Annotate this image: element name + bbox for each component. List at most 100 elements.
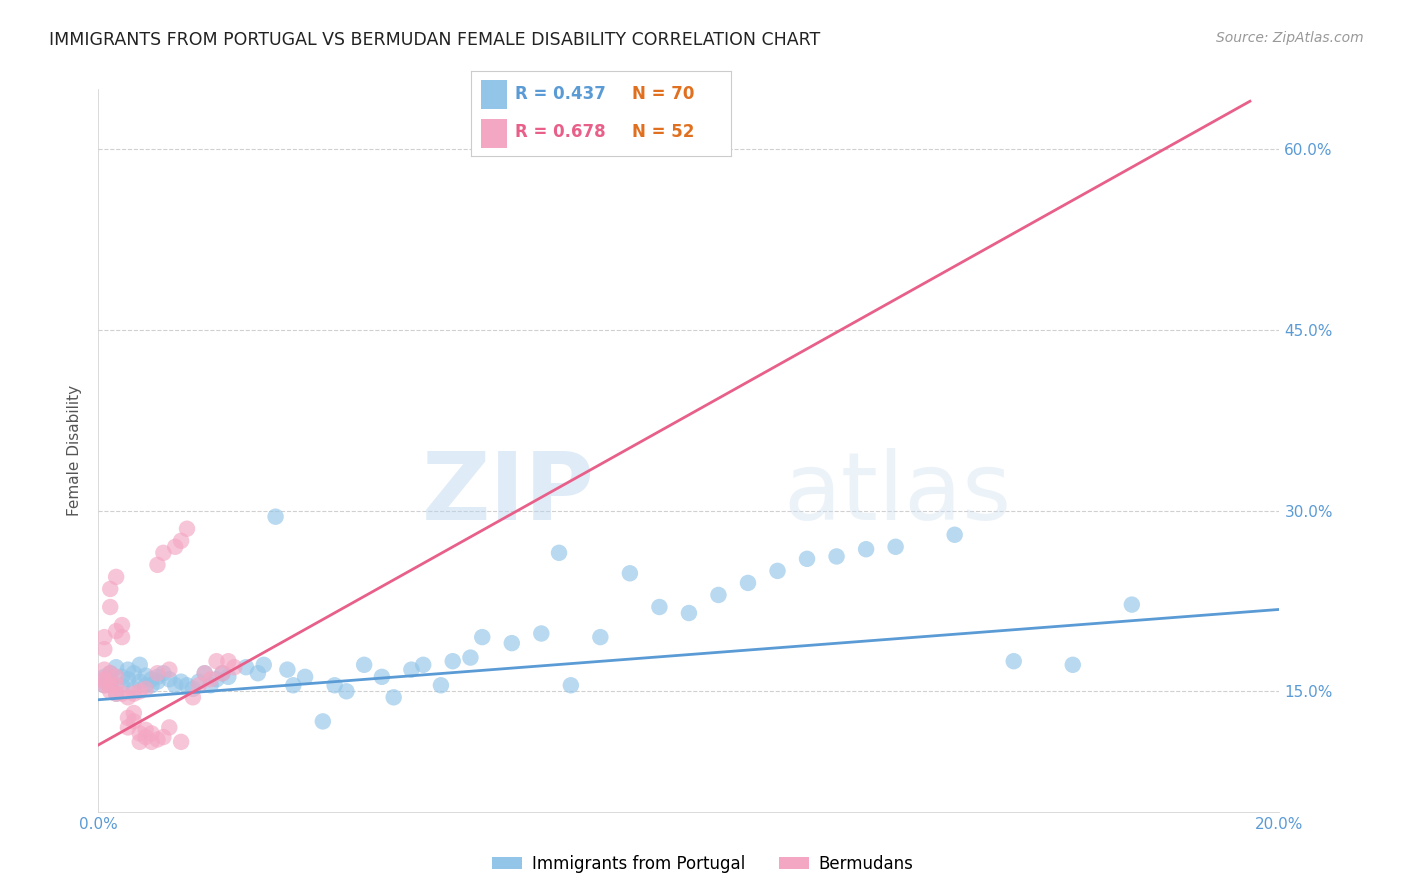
Point	[825, 549, 848, 564]
Text: R = 0.437: R = 0.437	[515, 86, 606, 103]
Point	[117, 690, 139, 705]
Point	[135, 723, 157, 737]
Point	[105, 687, 128, 701]
Legend: Immigrants from Portugal, Bermudans: Immigrants from Portugal, Bermudans	[485, 848, 921, 880]
Point	[1002, 654, 1025, 668]
Point	[737, 576, 759, 591]
Point	[1062, 657, 1084, 672]
Point	[211, 666, 233, 681]
Point	[105, 670, 128, 684]
Point	[200, 673, 222, 687]
Point	[194, 666, 217, 681]
Point	[111, 670, 134, 684]
Text: Source: ZipAtlas.com: Source: ZipAtlas.com	[1216, 31, 1364, 45]
Point	[128, 684, 150, 698]
Point	[335, 684, 357, 698]
Point	[117, 663, 139, 677]
Y-axis label: Female Disability: Female Disability	[67, 384, 83, 516]
Point	[117, 711, 139, 725]
Point	[105, 687, 128, 701]
Point	[548, 546, 571, 560]
Point	[98, 674, 121, 689]
Point	[382, 690, 405, 705]
Point	[105, 660, 128, 674]
Point	[135, 678, 157, 692]
Point	[152, 666, 174, 681]
Point	[128, 674, 150, 689]
Point	[530, 626, 553, 640]
Point	[128, 726, 150, 740]
Point	[122, 714, 145, 729]
Point	[217, 654, 239, 668]
Point	[98, 666, 121, 681]
Point	[111, 678, 134, 692]
Point	[170, 674, 193, 689]
Point	[152, 730, 174, 744]
Point	[157, 673, 180, 687]
Point	[93, 630, 115, 644]
Point	[412, 657, 434, 672]
Text: ZIP: ZIP	[422, 448, 595, 540]
Point	[211, 666, 233, 681]
Point	[678, 606, 700, 620]
Point	[93, 678, 115, 692]
Point	[146, 674, 169, 689]
Point	[246, 666, 269, 681]
Point	[98, 678, 121, 692]
Point	[648, 600, 671, 615]
Point	[146, 732, 169, 747]
Point	[194, 666, 217, 681]
Point	[157, 663, 180, 677]
Point	[371, 670, 394, 684]
Point	[146, 666, 169, 681]
Point	[98, 582, 121, 596]
Point	[619, 566, 641, 581]
Point	[181, 681, 204, 696]
Point	[589, 630, 612, 644]
Point	[93, 642, 115, 657]
Point	[128, 657, 150, 672]
Point	[105, 678, 128, 692]
Point	[165, 540, 187, 554]
Point	[157, 721, 180, 735]
Text: N = 52: N = 52	[633, 123, 695, 141]
Point	[283, 678, 305, 692]
Point	[141, 726, 163, 740]
Point	[176, 678, 198, 692]
Point	[98, 684, 121, 698]
Point	[93, 663, 115, 677]
Point	[401, 663, 423, 677]
Point	[93, 673, 115, 687]
Point	[253, 657, 276, 672]
Point	[264, 509, 287, 524]
Point	[122, 666, 145, 681]
Point	[200, 678, 222, 692]
Point	[312, 714, 335, 729]
Bar	[481, 119, 508, 147]
Point	[460, 650, 482, 665]
Point	[884, 540, 907, 554]
Point	[117, 673, 139, 687]
Point	[187, 678, 209, 692]
Point	[217, 670, 239, 684]
Point	[501, 636, 523, 650]
Point	[796, 551, 818, 566]
Point	[430, 678, 453, 692]
Text: N = 70: N = 70	[633, 86, 695, 103]
Point	[98, 666, 121, 681]
Point	[93, 670, 115, 684]
Point	[707, 588, 730, 602]
Point	[111, 687, 134, 701]
Point	[170, 533, 193, 548]
Point	[122, 681, 145, 696]
Point	[105, 570, 128, 584]
Point	[170, 735, 193, 749]
Point	[128, 735, 150, 749]
Point	[165, 678, 187, 692]
Point	[187, 674, 209, 689]
Point	[323, 678, 346, 692]
Point	[181, 690, 204, 705]
Point	[560, 678, 582, 692]
Point	[146, 670, 169, 684]
Point	[766, 564, 789, 578]
